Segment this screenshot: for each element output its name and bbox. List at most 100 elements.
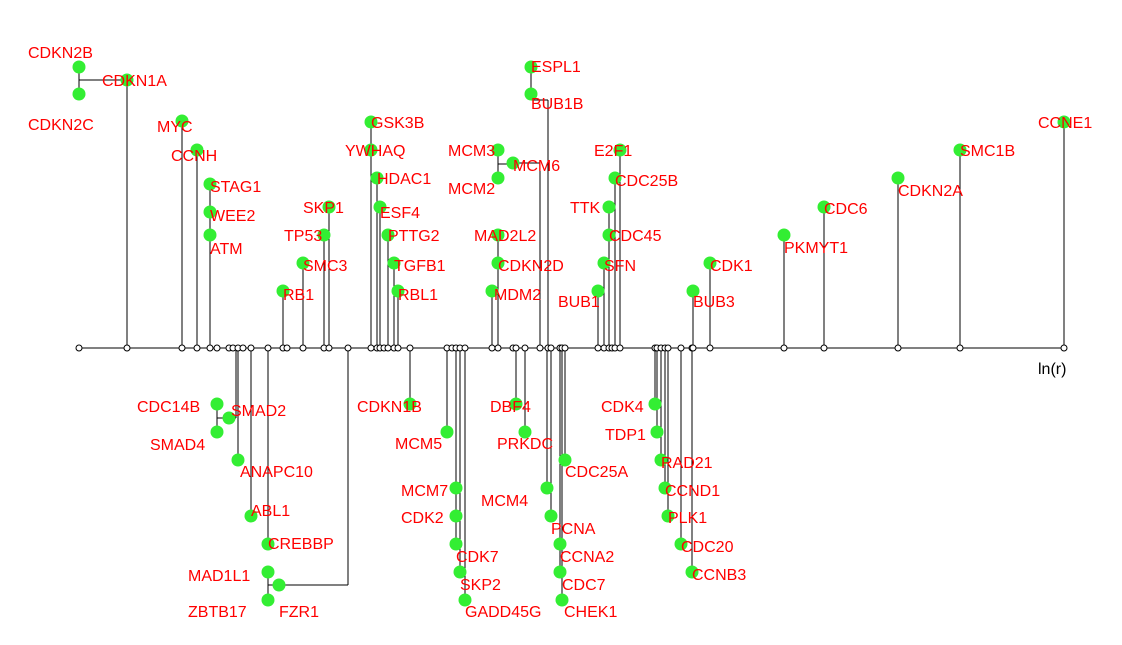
gene-node-cdc14b bbox=[210, 397, 224, 411]
gene-label-mcm4: MCM4 bbox=[481, 493, 528, 510]
baseline-node bbox=[1060, 344, 1068, 352]
gene-label-zbtb17: ZBTB17 bbox=[188, 604, 247, 621]
gene-label-dbf4: DBF4 bbox=[490, 399, 531, 416]
baseline-node bbox=[344, 344, 352, 352]
gene-node-cdkn2a bbox=[891, 171, 905, 185]
gene-label-gadd45g: GADD45G bbox=[465, 604, 541, 621]
gene-label-bub1b: BUB1B bbox=[531, 96, 583, 113]
gene-node-hdac1 bbox=[370, 171, 384, 185]
gene-node-gsk3b bbox=[364, 115, 378, 129]
gene-node-cdkn1a bbox=[120, 73, 134, 87]
gene-label-skp1: SKP1 bbox=[303, 200, 344, 217]
gene-label-mad1l1: MAD1L1 bbox=[188, 568, 250, 585]
gene-label-myc: MYC bbox=[157, 119, 193, 136]
gene-label-gsk3b: GSK3B bbox=[371, 115, 424, 132]
gene-label-cdkn2d: CDKN2D bbox=[498, 258, 564, 275]
gene-label-ccne1: CCNE1 bbox=[1038, 115, 1092, 132]
baseline-node bbox=[488, 344, 496, 352]
gene-node-cdk1 bbox=[703, 256, 717, 270]
gene-label-rad21: RAD21 bbox=[661, 455, 713, 472]
gene-node-pcna bbox=[544, 509, 558, 523]
gene-label-cdkn2a: CDKN2A bbox=[898, 183, 963, 200]
gene-node-crebbp bbox=[261, 537, 275, 551]
gene-node-gadd45g bbox=[458, 593, 472, 607]
gene-label-cdk2: CDK2 bbox=[401, 510, 444, 527]
gene-node-myc bbox=[175, 114, 189, 128]
baseline-node bbox=[367, 344, 375, 352]
baseline-node bbox=[616, 344, 624, 352]
gene-label-cdkn1a: CDKN1A bbox=[102, 73, 167, 90]
gene-node-wee2 bbox=[203, 205, 217, 219]
gene-label-plk1: PLK1 bbox=[668, 510, 707, 527]
baseline-node bbox=[283, 344, 291, 352]
gene-label-smad4: SMAD4 bbox=[150, 437, 205, 454]
gene-label-smc3: SMC3 bbox=[303, 258, 348, 275]
gene-label-mcm6: MCM6 bbox=[513, 158, 560, 175]
gene-label-ccnb3: CCNB3 bbox=[692, 567, 746, 584]
gene-label-cdkn1b: CDKN1B bbox=[357, 399, 422, 416]
gene-label-wee2: WEE2 bbox=[210, 208, 255, 225]
gene-label-cdk4: CDK4 bbox=[601, 399, 644, 416]
gene-node-chek1 bbox=[555, 593, 569, 607]
gene-label-ccna2: CCNA2 bbox=[560, 549, 614, 566]
gene-node-atm bbox=[203, 228, 217, 242]
baseline-node bbox=[178, 344, 186, 352]
gene-label-fzr1: FZR1 bbox=[279, 604, 319, 621]
gene-label-smad2: SMAD2 bbox=[231, 403, 286, 420]
gene-node-bub3 bbox=[686, 284, 700, 298]
gene-node-mcm6 bbox=[506, 156, 520, 170]
baseline-node bbox=[193, 344, 201, 352]
gene-label-cdc25a: CDC25A bbox=[565, 464, 628, 481]
gene-label-mcm2: MCM2 bbox=[448, 181, 495, 198]
gene-label-cdc6: CDC6 bbox=[824, 201, 868, 218]
baseline-node bbox=[521, 344, 529, 352]
gene-label-mdm2: MDM2 bbox=[494, 287, 541, 304]
gene-label-e2f1: E2F1 bbox=[594, 143, 632, 160]
gene-node-skp1 bbox=[322, 200, 336, 214]
gene-label-ywhaq: YWHAQ bbox=[345, 143, 405, 160]
gene-node-pttg2 bbox=[381, 228, 395, 242]
baseline-node bbox=[561, 344, 569, 352]
gene-label-skp2: SKP2 bbox=[460, 577, 501, 594]
gene-label-cdkn2b: CDKN2B bbox=[28, 45, 93, 62]
baseline-node bbox=[264, 344, 272, 352]
baseline-node bbox=[536, 344, 544, 352]
gene-label-prkdc: PRKDC bbox=[497, 436, 553, 453]
gene-label-sfn: SFN bbox=[604, 258, 636, 275]
gene-node-prkdc bbox=[518, 425, 532, 439]
baseline-node bbox=[384, 344, 392, 352]
gene-node-ccna2 bbox=[553, 537, 567, 551]
baseline-node bbox=[239, 344, 247, 352]
gene-label-pttg2: PTTG2 bbox=[388, 228, 440, 245]
baseline-node bbox=[75, 344, 83, 352]
baseline-node bbox=[206, 344, 214, 352]
gene-label-bub3: BUB3 bbox=[693, 294, 735, 311]
gene-node-bub1b bbox=[524, 87, 538, 101]
baseline-node bbox=[547, 344, 555, 352]
gene-node-rbl1 bbox=[391, 284, 405, 298]
gene-node-esf4 bbox=[373, 200, 387, 214]
baseline-node bbox=[956, 344, 964, 352]
gene-node-dbf4 bbox=[509, 397, 523, 411]
gene-node-stag1 bbox=[203, 177, 217, 191]
gene-label-mcm3: MCM3 bbox=[448, 143, 495, 160]
baseline-node bbox=[677, 344, 685, 352]
gene-node-mcm4 bbox=[540, 481, 554, 495]
gene-node-mad1l1 bbox=[261, 565, 275, 579]
gene-label-ccnh: CCNH bbox=[171, 148, 217, 165]
gene-node-ccnd1 bbox=[658, 481, 672, 495]
gene-label-cdc14b: CDC14B bbox=[137, 399, 200, 416]
gene-node-mcm5 bbox=[440, 425, 454, 439]
gene-node-smad4 bbox=[210, 425, 224, 439]
gene-label-tp53: TP53 bbox=[284, 228, 322, 245]
gene-node-cdc6 bbox=[817, 200, 831, 214]
gene-label-cdk7: CDK7 bbox=[456, 549, 499, 566]
gene-label-smc1b: SMC1B bbox=[960, 143, 1015, 160]
gene-node-mad2l2 bbox=[491, 228, 505, 242]
baseline-nodes bbox=[75, 344, 1068, 352]
gene-node-tgfb1 bbox=[387, 256, 401, 270]
gene-label-hdac1: HDAC1 bbox=[377, 171, 431, 188]
gene-label-crebbp: CREBBP bbox=[268, 536, 334, 553]
gene-node-mdm2 bbox=[485, 284, 499, 298]
